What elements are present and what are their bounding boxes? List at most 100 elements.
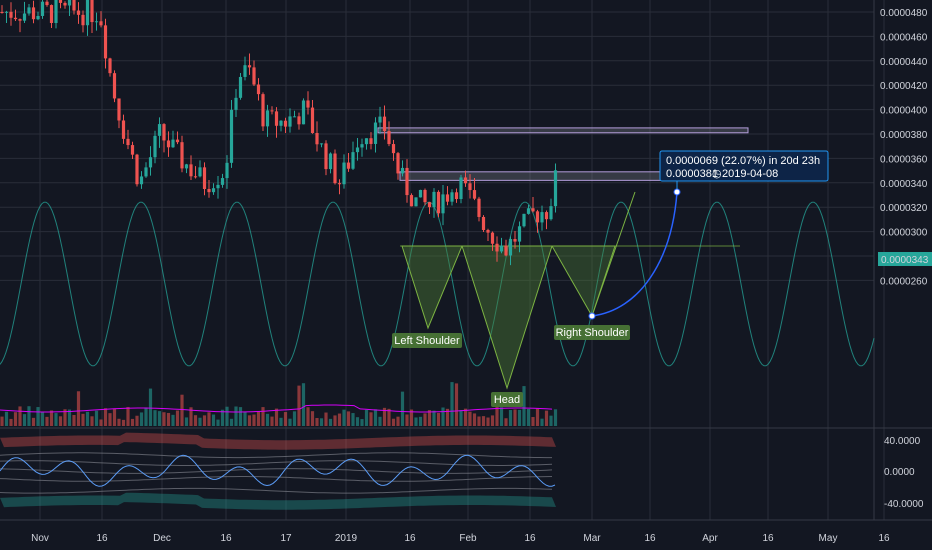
time-tick-label: 16 [762,533,774,544]
candle-body [436,191,441,214]
volume-bar [279,417,283,426]
volume-bar [216,419,220,426]
volume-bar [126,406,130,426]
oscillator-line [0,460,553,466]
oscillator-tick-label: 0.0000 [884,467,915,478]
volume-bar [207,412,211,426]
volume-bar [508,410,513,426]
candle-body [297,116,301,125]
candle-body [229,109,234,163]
volume-bar [459,410,463,426]
candle-body [441,194,445,214]
volume-bar [9,418,13,426]
candle-body [175,139,180,143]
candle-body [427,202,432,208]
time-tick-label: Nov [31,533,49,544]
candle-body [522,213,526,227]
volume-bar [72,414,76,426]
volume-bar [387,408,391,426]
candle-body [216,184,220,189]
candle-body [171,139,175,148]
volume-bar [49,410,54,426]
candle-body [504,245,508,256]
candle-body [9,11,13,18]
candle-body [382,116,387,132]
candle-body [166,140,171,148]
volume-bar [396,416,400,426]
volume-bar [319,418,324,426]
volume-bar [148,388,153,426]
volume-bar [211,414,216,426]
candle-body [126,138,130,146]
volume-bar [436,412,441,426]
volume-bar [409,409,414,426]
candle-body [99,21,103,26]
volume-bar [45,416,49,426]
volume-bar [477,416,481,426]
volume-bar [445,408,450,426]
time-tick-label: 16 [96,533,108,544]
svg-text:0.0000343: 0.0000343 [881,255,929,266]
volume-bar [499,407,504,426]
volume-bar [31,417,36,426]
volume-bar [472,413,477,426]
volume-bar [58,416,63,426]
volume-bar [369,412,373,426]
candle-body [337,183,342,185]
volume-bar [234,406,238,426]
candle-body [549,206,553,220]
volume-bar [283,412,288,426]
candle-body [148,157,153,168]
candle-body [472,190,477,199]
candle-body [49,5,54,23]
candle-body [117,98,121,121]
volume-bar [202,415,207,426]
candle-body [94,21,99,23]
oscillator-band [0,432,556,450]
volume-bar [27,406,31,426]
candle-body [279,120,283,126]
oscillator-band [0,492,556,510]
candle-body [292,116,297,118]
svg-text:0.0000069 (22.07%) in 20d 23h: 0.0000069 (22.07%) in 20d 23h [666,155,820,167]
candle-body [85,0,90,26]
time-tick-label: Dec [153,533,171,544]
volume-bar [153,410,157,426]
volume-bar [157,411,162,426]
volume-bar [535,408,540,426]
volume-bar [108,413,112,426]
volume-bar [391,418,396,426]
candle-body [243,65,247,77]
volume-bar [243,411,247,426]
volume-bar [486,417,490,426]
candle-body [180,142,184,169]
volume-bar [36,407,40,426]
oscillator-line [0,452,552,459]
candle-body [544,212,549,220]
volume-bar [238,407,243,426]
candle-body [324,143,328,170]
volume-bar [198,417,202,426]
projection-end [673,188,681,196]
volume-bar [301,383,306,426]
volume-bar [229,418,234,426]
candle-body [198,167,202,177]
candle-body [346,162,351,169]
volume-bar [81,413,85,426]
volume-bar [135,415,139,426]
clock-icon: ◷ [712,168,722,180]
candle-body [450,192,454,202]
volume-bar [315,417,319,426]
volume-bar [481,416,486,426]
volume-bar [517,409,522,426]
projection-curve [591,191,678,317]
candle-body [90,0,94,23]
volume-bar [117,418,121,426]
volume-bar [549,415,553,426]
volume-bar [400,391,405,426]
candle-body [283,120,288,127]
pattern-drawing [400,181,740,390]
oscillator-tick-label: 40.0000 [884,436,921,447]
candle-body [265,110,270,127]
